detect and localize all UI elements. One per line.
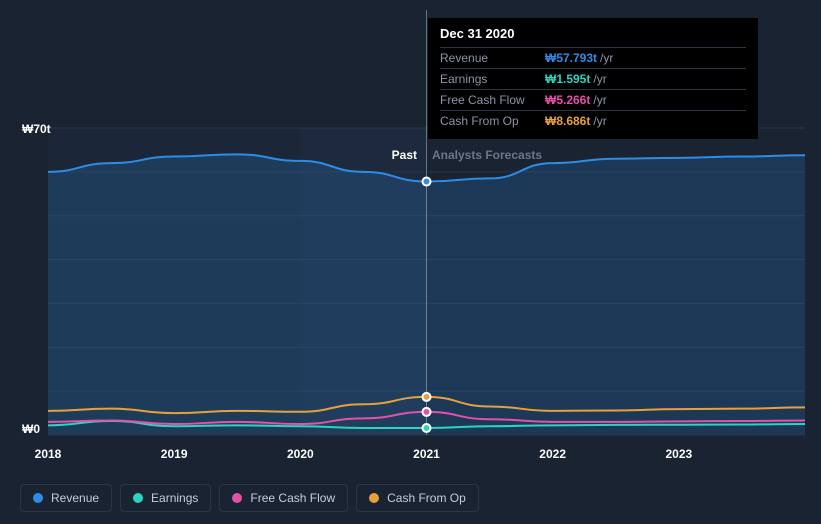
tooltip-row: Revenue₩57.793t/yr (440, 47, 746, 68)
legend-item-revenue[interactable]: Revenue (20, 484, 112, 512)
tooltip-row: Earnings₩1.595t/yr (440, 68, 746, 89)
tooltip-row-label: Earnings (440, 72, 545, 86)
legend-item-cfo[interactable]: Cash From Op (356, 484, 479, 512)
legend-label: Earnings (151, 491, 198, 505)
x-axis-tick: 2022 (539, 447, 566, 461)
forecast-label: Analysts Forecasts (432, 148, 542, 162)
tooltip-row-value: ₩5.266t (545, 93, 590, 107)
legend-swatch (232, 493, 242, 503)
past-label: Past (392, 148, 417, 162)
tooltip-row: Free Cash Flow₩5.266t/yr (440, 89, 746, 110)
legend-label: Free Cash Flow (250, 491, 335, 505)
tooltip-row-label: Cash From Op (440, 114, 545, 128)
x-axis-tick: 2020 (287, 447, 314, 461)
financials-chart: ₩70t ₩0 2018 2019 2020 2021 2022 2023 Past An… (0, 0, 821, 524)
legend-item-earnings[interactable]: Earnings (120, 484, 211, 512)
legend-item-fcf[interactable]: Free Cash Flow (219, 484, 348, 512)
tooltip-row-unit: /yr (593, 114, 606, 128)
hover-tooltip: Dec 31 2020 Revenue₩57.793t/yrEarnings₩1… (428, 18, 758, 139)
legend-label: Revenue (51, 491, 99, 505)
legend-swatch (369, 493, 379, 503)
tooltip-row-unit: /yr (600, 51, 613, 65)
tooltip-row-label: Revenue (440, 51, 545, 65)
legend-swatch (133, 493, 143, 503)
tooltip-row-value: ₩8.686t (545, 114, 590, 128)
y-axis-tick-top: ₩70t (22, 122, 51, 136)
tooltip-row-unit: /yr (593, 93, 606, 107)
x-axis-tick: 2023 (665, 447, 692, 461)
x-axis-tick: 2018 (35, 447, 62, 461)
x-axis-tick: 2021 (413, 447, 440, 461)
legend-swatch (33, 493, 43, 503)
tooltip-row-value: ₩1.595t (545, 72, 590, 86)
x-axis-tick: 2019 (161, 447, 188, 461)
legend-label: Cash From Op (387, 491, 466, 505)
y-axis-tick-bottom: ₩0 (22, 422, 40, 436)
legend: Revenue Earnings Free Cash Flow Cash From O… (20, 484, 479, 512)
tooltip-row: Cash From Op₩8.686t/yr (440, 110, 746, 131)
tooltip-row-label: Free Cash Flow (440, 93, 545, 107)
tooltip-row-unit: /yr (593, 72, 606, 86)
tooltip-title: Dec 31 2020 (440, 26, 746, 41)
tooltip-row-value: ₩57.793t (545, 51, 597, 65)
